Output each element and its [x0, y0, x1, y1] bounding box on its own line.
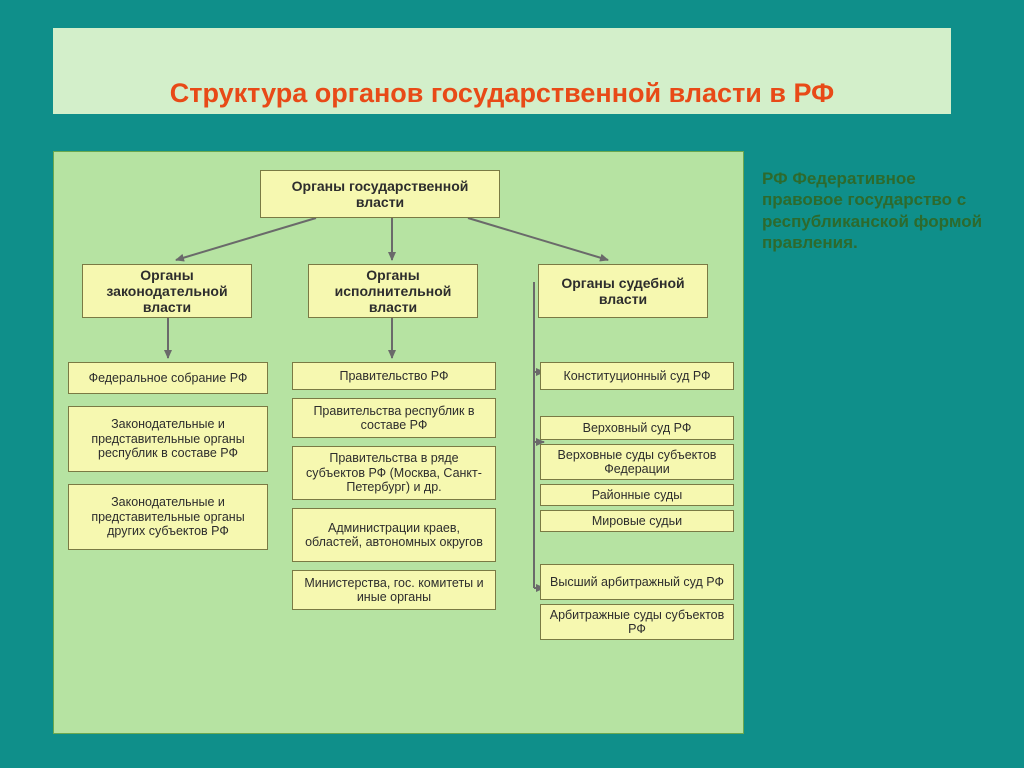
branch-head: Органы судебной власти: [538, 264, 708, 318]
branch-item: Администрации краев, областей, автономны…: [292, 508, 496, 562]
branch-item: Министерства, гос. комитеты и иные орган…: [292, 570, 496, 610]
branch-item: Федеральное собрание РФ: [68, 362, 268, 394]
branch-item: Правительства республик в составе РФ: [292, 398, 496, 438]
root-node: Органы государственной власти: [260, 170, 500, 218]
branch-item: Верховный суд РФ: [540, 416, 734, 440]
branch-item: Правительства в ряде субъектов РФ (Москв…: [292, 446, 496, 500]
branch-item: Районные суды: [540, 484, 734, 506]
branch-item: Верховные суды субъектов Федерации: [540, 444, 734, 480]
branch-item: Конституционный суд РФ: [540, 362, 734, 390]
branch-head: Органы законодательной власти: [82, 264, 252, 318]
branch-head: Органы исполнительной власти: [308, 264, 478, 318]
branch-item: Законодательные и представительные орган…: [68, 484, 268, 550]
branch-item: Мировые судьи: [540, 510, 734, 532]
branch-item: Правительство РФ: [292, 362, 496, 390]
branch-item: Высший арбитражный суд РФ: [540, 564, 734, 600]
page-title: Структура органов государственной власти…: [80, 78, 924, 109]
branch-item: Арбитражные суды субъектов РФ: [540, 604, 734, 640]
side-note: РФ Федеративное правовое государство с р…: [762, 168, 987, 253]
branch-item: Законодательные и представительные орган…: [68, 406, 268, 472]
